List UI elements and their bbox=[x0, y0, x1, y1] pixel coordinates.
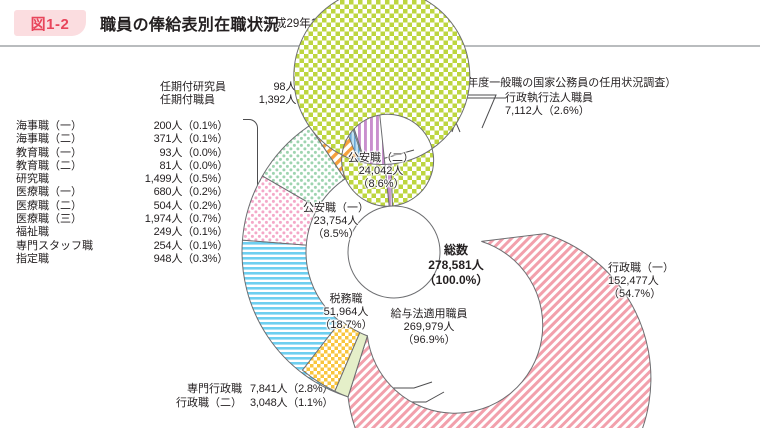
callout-value: 948人（0.3%） bbox=[153, 252, 229, 265]
callout-label: 海事職（一） bbox=[16, 120, 82, 132]
list-item: 福祉職 249人（0.1%） bbox=[16, 226, 244, 239]
callout-value: 3,048人（1.1%） bbox=[250, 397, 334, 409]
list-item: 指定職 948人（0.3%） bbox=[16, 253, 244, 266]
callout-label: 福祉職 bbox=[16, 226, 49, 239]
callout-label: 行政執行法人職員 bbox=[505, 92, 593, 104]
callout-label: 医療職（二） bbox=[16, 199, 82, 212]
callout-label: 医療職（三） bbox=[16, 213, 82, 226]
callout-label: 専門スタッフ職 bbox=[16, 239, 93, 252]
callout-value: 504人（0.2%） bbox=[153, 199, 229, 212]
center-total-pct: （100.0%） bbox=[423, 273, 489, 287]
callout-value: 254人（0.1%） bbox=[153, 239, 229, 252]
list-item: 専門スタッフ職 254人（0.1%） bbox=[16, 240, 244, 253]
callout-value: 7,841人（2.8%） bbox=[250, 383, 334, 395]
page-title: 職員の俸給表別在職状況 bbox=[100, 17, 280, 34]
callout-label: 行政職（二） bbox=[176, 397, 242, 409]
list-item: 医療職（一） 680人（0.2%） bbox=[16, 186, 244, 199]
center-total-value: 278,581人 bbox=[428, 258, 484, 272]
callout-label: 任期付職員 bbox=[160, 94, 215, 107]
slice-gyoseishoku-1[interactable] bbox=[347, 233, 652, 428]
callout-label: 医療職（一） bbox=[16, 186, 82, 199]
list-item: 医療職（二） 504人（0.2%） bbox=[16, 200, 244, 213]
callout-value: 200人（0.1%） bbox=[153, 120, 229, 132]
list-item: 研究職 1,499人（0.5%） bbox=[16, 173, 244, 186]
callout-value: 93人（0.0%） bbox=[159, 146, 228, 159]
donut-center-hole bbox=[347, 205, 441, 299]
callout-value: 1,499人（0.5%） bbox=[144, 173, 228, 186]
callout-label: 任期付研究員 bbox=[160, 81, 226, 93]
gyosei-hojin-callout: 行政執行法人職員 7,112人（2.6%） bbox=[505, 92, 593, 119]
list-item: 医療職（三） 1,974人（0.7%） bbox=[16, 213, 244, 226]
callout-value: 249人（0.1%） bbox=[153, 226, 229, 239]
callout-value: 7,112人（2.6%） bbox=[505, 105, 590, 118]
survey-source-note: （平成28年度一般職の国家公務員の任用状況調査） bbox=[422, 77, 677, 89]
figure-number-badge: 図1-2 bbox=[14, 10, 86, 36]
salary-schedule-donut-chart bbox=[234, 0, 652, 428]
slice-kyuyoho-tekiyo-shokuin[interactable] bbox=[293, 0, 471, 207]
list-item: 海事職（一） 200人（0.1%） bbox=[16, 120, 244, 133]
slice-senmon-gyoseishoku[interactable] bbox=[301, 319, 361, 392]
callout-value: 371人（0.1%） bbox=[153, 133, 229, 146]
slice-label-name: 行政職（一） bbox=[608, 262, 674, 274]
callout-value: 1,974人（0.7%） bbox=[144, 213, 228, 226]
callout-label: 海事職（二） bbox=[16, 133, 82, 146]
slice-label-value: 152,477人 bbox=[608, 275, 659, 288]
callout-value: 680人（0.2%） bbox=[153, 186, 229, 199]
list-item: 教育職（二） 81人（0.0%） bbox=[16, 160, 244, 173]
left-callout-list: 海事職（一） 200人（0.1%） 海事職（二） 371人（0.1%） 教育職（一）… bbox=[16, 120, 244, 266]
list-item: 行政職（二） 3,048人（1.1%） bbox=[150, 396, 358, 410]
callout-label: 専門行政職 bbox=[187, 383, 242, 395]
bottom-callout-list: 専門行政職 7,841人（2.8%） 行政職（二） 3,048人（1.1%） bbox=[150, 382, 358, 410]
list-item: 専門行政職 7,841人（2.8%） bbox=[150, 382, 358, 396]
callout-label: 教育職（一） bbox=[16, 146, 82, 159]
callout-label: 指定職 bbox=[16, 252, 49, 265]
callout-value: 81人（0.0%） bbox=[159, 159, 228, 172]
callout-label: 研究職 bbox=[16, 173, 49, 186]
list-item: 海事職（二） 371人（0.1%） bbox=[16, 133, 244, 146]
callout-label: 教育職（二） bbox=[16, 159, 82, 172]
center-total-title: 総数 bbox=[443, 243, 468, 257]
list-item: 教育職（一） 93人（0.0%） bbox=[16, 147, 244, 160]
center-total-label: 総数 278,581人 （100.0%） bbox=[392, 243, 520, 288]
